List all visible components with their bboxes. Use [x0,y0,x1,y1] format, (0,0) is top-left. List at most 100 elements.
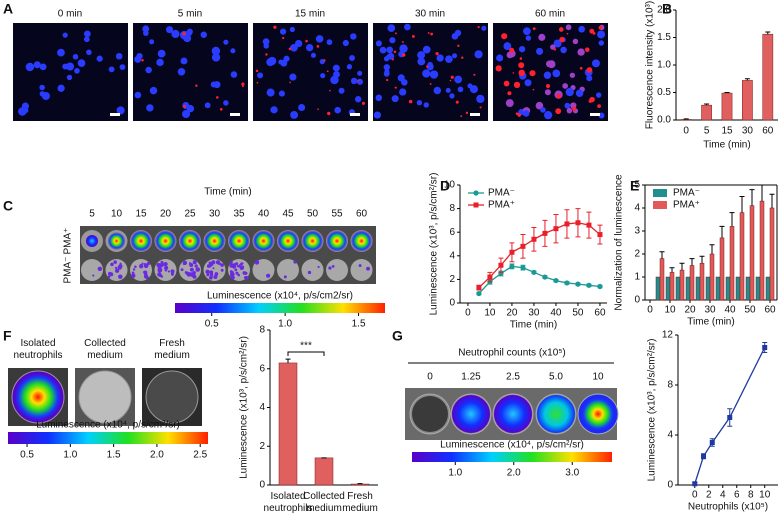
y-tick-label: 6 [259,363,265,374]
cell [383,64,390,71]
cell [356,78,363,85]
significance-bracket [287,351,325,356]
colorbar [8,432,208,444]
signal [180,268,184,272]
signal [229,260,233,265]
error-bar [719,225,725,238]
signal [213,274,218,279]
scale-bar [590,113,600,116]
header: Time (min) [204,187,251,198]
marker [575,281,581,287]
x-axis-label: Time (min) [687,317,734,328]
cell [267,56,277,66]
x-tick-label: 20 [506,308,518,319]
count-label: 5.0 [549,372,563,383]
image-label: 5 min [178,9,202,20]
cell [165,26,174,34]
signal [597,104,601,108]
signal [288,47,292,51]
legend-marker [473,190,479,196]
colorbar-tick-label: 3.0 [565,468,579,479]
y-tick-label: 2 [449,274,455,285]
colorbar [175,303,385,313]
signal [495,65,502,72]
signal [141,58,144,62]
cell [115,52,123,60]
signal [134,265,137,268]
label-line: medium [306,503,342,514]
cell [270,106,278,114]
row-label: PMA⁺ [63,228,74,255]
cell [186,29,193,36]
marker [542,274,548,280]
signal [532,27,536,31]
signal [256,81,259,84]
cell [334,106,341,114]
marker [586,222,592,228]
cell [543,110,553,120]
marker [709,440,715,445]
line [478,265,601,295]
x-tick-label: Isolated neutrophils [264,491,313,514]
signal [473,73,476,76]
cell [354,95,362,103]
micrograph [373,23,488,121]
cell [180,57,188,65]
cell [290,44,298,52]
label-line: medium [342,503,378,514]
colorbar-tick-label: 1.5 [352,319,366,330]
signal [277,230,299,252]
marker [762,345,768,350]
cell [310,52,317,58]
cell [454,75,463,84]
marker [564,221,570,227]
cell [350,77,358,85]
error-bar [724,92,730,94]
cell [183,34,192,43]
y-tick-label: 4 [259,402,265,413]
bar [735,276,741,301]
x-tick-label: 30 [528,308,540,319]
bar [689,265,695,301]
cell [569,72,576,78]
signal [518,69,526,77]
signal [598,25,603,30]
count-label: 2.5 [506,372,520,383]
signal [229,263,234,268]
cell [72,53,79,60]
cell [230,48,236,54]
cell [544,89,551,96]
time-label: 30 [209,209,221,220]
time-label: 45 [282,209,294,220]
colorbar-tick-label: 1.5 [107,450,121,461]
x-tick-label: 10 [484,308,496,319]
cell [41,91,50,101]
colorbar-tick-label: 1.0 [278,319,292,330]
colorbar-label: Luminescence (x10⁴, p/s/cm²/sr) [36,420,180,431]
cell [230,71,238,78]
cell [436,54,444,62]
error-bar [285,358,291,363]
signal [194,264,198,268]
signal [131,271,135,275]
signal [537,395,575,433]
panel-label: F [3,328,12,344]
cell [66,62,75,71]
x-tick-label: 8 [748,490,754,501]
signal [584,47,590,52]
cell [326,39,333,46]
marker [553,277,559,284]
signal [154,230,177,252]
y-axis-label: Luminescence (x10³, p/s/cm²/sr) [647,339,658,482]
error-bar [709,244,715,254]
signal [566,32,569,35]
signal [182,262,186,266]
cell [553,39,562,48]
marker [701,453,707,459]
cell [505,99,514,108]
x-tick-label: 30 [704,305,716,316]
bar [721,92,733,121]
cell [452,53,458,59]
time-label: 50 [307,209,319,220]
signal [118,274,123,279]
